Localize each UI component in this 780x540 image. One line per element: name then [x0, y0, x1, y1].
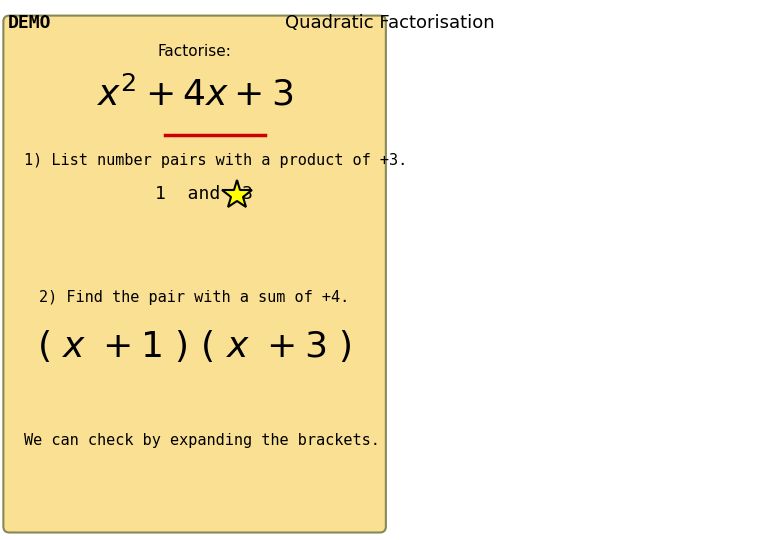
Text: 1) List number pairs with a product of +3.: 1) List number pairs with a product of +…: [24, 153, 408, 167]
Text: DEMO: DEMO: [8, 14, 51, 32]
Text: 2) Find the pair with a sum of +4.: 2) Find the pair with a sum of +4.: [39, 289, 349, 305]
Text: $( \ x \ + 1 \ ) \ ( \ x \ + 3 \ )$: $( \ x \ + 1 \ ) \ ( \ x \ + 3 \ )$: [37, 328, 352, 363]
Text: Factorise:: Factorise:: [158, 44, 232, 59]
FancyBboxPatch shape: [3, 16, 386, 532]
Text: $x^{2} + 4x + 3$: $x^{2} + 4x + 3$: [97, 77, 292, 113]
Text: Quadratic Factorisation: Quadratic Factorisation: [285, 14, 495, 32]
Text: We can check by expanding the brackets.: We can check by expanding the brackets.: [24, 433, 380, 448]
Text: 1  and  3: 1 and 3: [154, 185, 253, 202]
